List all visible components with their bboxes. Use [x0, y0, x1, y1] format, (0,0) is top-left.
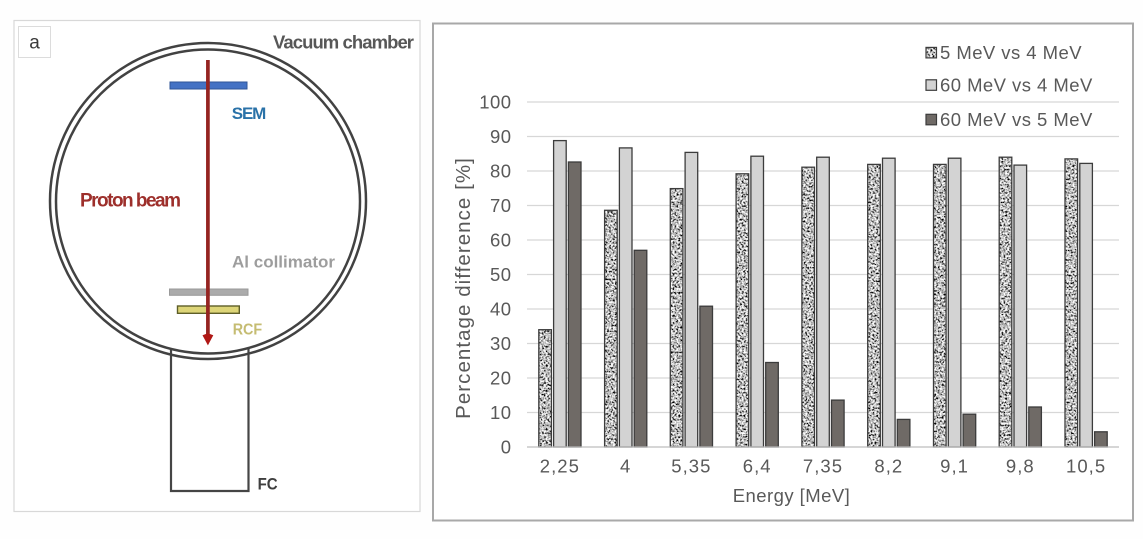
svg-text:7,35: 7,35 [803, 456, 843, 477]
svg-text:9,8: 9,8 [1006, 456, 1035, 477]
svg-text:4: 4 [620, 456, 631, 477]
svg-text:90: 90 [490, 126, 511, 147]
svg-text:10: 10 [490, 402, 511, 423]
svg-text:100: 100 [479, 92, 511, 113]
svg-text:60: 60 [490, 230, 511, 251]
svg-text:a: a [29, 33, 40, 54]
svg-text:40: 40 [490, 299, 511, 320]
svg-text:5,35: 5,35 [671, 456, 711, 477]
svg-text:80: 80 [490, 161, 511, 182]
svg-text:Energy [MeV]: Energy [MeV] [733, 485, 850, 506]
svg-text:FC: FC [258, 476, 278, 494]
svg-text:10,5: 10,5 [1066, 456, 1106, 477]
svg-text:60 MeV vs 4 MeV: 60 MeV vs 4 MeV [940, 74, 1093, 95]
svg-text:50: 50 [490, 264, 511, 285]
svg-text:Percentage difference [%]: Percentage difference [%] [452, 157, 475, 419]
svg-text:2,25: 2,25 [540, 456, 580, 477]
svg-text:Proton beam: Proton beam [80, 191, 181, 212]
svg-text:30: 30 [490, 333, 511, 354]
svg-text:5 MeV vs 4 MeV: 5 MeV vs 4 MeV [940, 42, 1082, 63]
svg-text:60 MeV vs 5 MeV: 60 MeV vs 5 MeV [940, 109, 1093, 130]
svg-text:RCF: RCF [233, 322, 263, 339]
svg-text:0: 0 [501, 437, 512, 458]
svg-text:70: 70 [490, 195, 511, 216]
svg-text:20: 20 [490, 368, 511, 389]
svg-text:9,1: 9,1 [940, 456, 969, 477]
svg-text:Vacuum chamber: Vacuum chamber [273, 32, 414, 53]
svg-text:Al collimator: Al collimator [232, 252, 335, 271]
svg-text:8,2: 8,2 [874, 456, 903, 477]
svg-text:6,4: 6,4 [743, 456, 772, 477]
svg-text:SEM: SEM [232, 104, 266, 123]
